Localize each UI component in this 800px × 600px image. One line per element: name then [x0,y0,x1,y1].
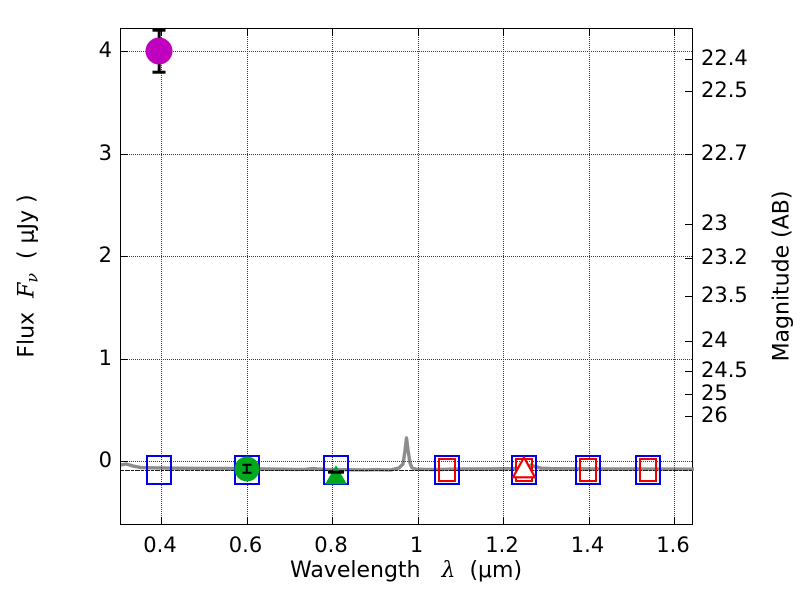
x-tick-label-0: 0.4 [143,533,177,557]
x-tick-label-6: 1.6 [656,533,690,557]
y2-tick-label-7: 24.5 [701,358,748,382]
y2-tick-24.5 [685,371,692,373]
y2-tick-22.5 [685,91,692,93]
data-marker-blue-square-1.54[interactable] [635,455,661,485]
x-tick-top-0.8 [332,29,334,36]
x-tick-1.4 [588,517,590,524]
data-marker-blue-square-0.4[interactable] [146,455,172,485]
x-tick-1.0 [417,517,419,524]
data-marker-blue-square-1.40[interactable] [575,455,601,485]
y-tick-label-0: 0 [98,448,112,472]
y-axis-left-title-subscript: ν [22,273,42,283]
y-tick-label-2: 2 [98,243,112,267]
data-marker-red-square-1.07[interactable] [438,458,456,482]
zero-flux-reference-line [121,469,692,471]
errorbar-cap-bottom-0.395 [152,70,166,74]
x-tick-top-0.6 [246,29,248,36]
plot-area [120,28,694,525]
x-tick-top-1.6 [674,29,676,36]
y2-tick-25 [685,394,692,396]
y-axis-left-title-unit: ( μJy ) [14,194,40,260]
x-axis-title: Wavelength λ (μm) [290,558,522,583]
data-marker-red-square-1.40[interactable] [579,458,597,482]
y-tick-0 [121,461,128,463]
x-tick-1.2 [503,517,505,524]
x-tick-label-3: 1 [409,533,424,557]
errorbar-cap-bottom-0.6 [242,471,251,475]
x-tick-top-0.4 [161,29,163,36]
x-tick-label-1: 0.6 [228,533,263,557]
y2-tick-label-5: 23.5 [701,283,748,307]
x-tick-top-1.0 [417,29,419,36]
y2-tick-23 [685,224,692,226]
y2-tick-22.4 [685,59,692,61]
x-tick-label-2: 0.8 [314,533,348,557]
y2-tick-24 [685,341,692,343]
y-tick-2 [121,256,128,258]
y2-tick-label-2: 22.7 [701,141,748,165]
y2-tick-23.2 [685,258,692,260]
y2-tick-label-8: 25 [701,381,728,405]
y-tick-label-4: 4 [98,38,112,62]
errorbar-vertical-0.6 [245,464,248,474]
y-tick-1 [121,358,128,360]
data-marker-magenta-circle-0.395[interactable] [145,37,173,65]
data-marker-red-square-1.54[interactable] [639,458,657,482]
y-tick-label-1: 1 [98,345,112,370]
y2-tick-22.7 [685,154,692,156]
model-spectrum-curve [121,436,694,472]
x-tick-0.6 [246,517,248,524]
y2-tick-label-9: 26 [701,403,728,427]
y2-tick-label-0: 22.4 [701,46,748,70]
y2-tick-label-4: 23.2 [701,245,748,269]
y-axis-right-title: Magnitude (AB) [769,190,795,362]
x-tick-top-1.4 [588,29,590,36]
data-marker-blue-square-1.07[interactable] [434,455,460,485]
y-axis-left-title-word: Flux [14,311,40,358]
errorbar-cap-top-0.395 [152,28,166,32]
x-tick-0.4 [161,517,163,524]
y-tick-label-3: 3 [98,140,112,165]
x-tick-label-4: 1.2 [485,533,519,557]
x-tick-label-5: 1.4 [570,533,605,557]
y2-tick-label-6: 24 [701,328,728,352]
x-axis-title-symbol: λ [441,558,456,583]
errorbar-cap-0.81 [328,470,344,474]
x-tick-1.6 [674,517,676,524]
y2-tick-label-1: 22.5 [701,78,748,102]
data-marker-red-triangle-1.25[interactable] [512,456,536,479]
errorbar-cap-top-0.6 [242,463,251,467]
data-marker-green-triangle-0.81[interactable] [325,465,347,485]
y-axis-left-title-symbol: F [14,282,40,298]
y2-tick-23.5 [685,296,692,298]
x-axis-title-word: Wavelength [289,558,421,583]
y2-tick-label-3: 23 [701,211,728,235]
y2-tick-26 [685,416,692,418]
x-axis-title-unit: (μm) [469,558,523,583]
x-tick-0.8 [332,517,334,524]
x-tick-top-1.2 [503,29,505,36]
y-axis-left-title: Flux Fν ( μJy ) [15,194,42,357]
y-tick-4 [121,51,128,53]
y-tick-3 [121,153,128,155]
